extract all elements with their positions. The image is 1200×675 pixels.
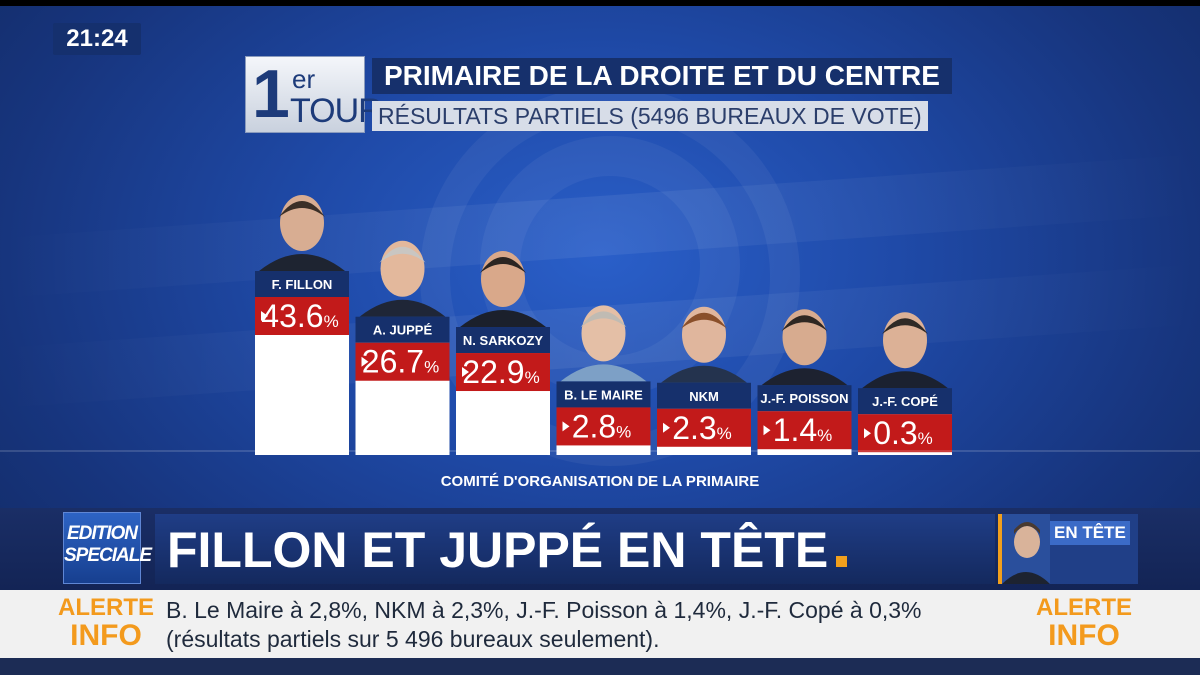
info-word: INFO — [70, 619, 142, 652]
candidate-photo — [460, 251, 546, 328]
alerte-info-left: ALERTE INFO — [58, 594, 154, 652]
clock: 21:24 — [53, 23, 141, 55]
headline-text: FILLON ET JUPPÉ EN TÊTE — [167, 522, 829, 578]
value-label: 26.7% — [362, 344, 439, 380]
candidate-name: NKM — [689, 389, 719, 404]
value-label: 43.6% — [261, 298, 338, 334]
headline-dot-icon — [836, 556, 848, 567]
edition-line2: SPECIALE — [64, 545, 152, 566]
edition-line1: EDITION — [66, 523, 138, 544]
candidate-name: B. LE MAIRE — [564, 387, 643, 402]
chart-subtitle: RÉSULTATS PARTIELS (5496 BUREAUX DE VOTE… — [372, 101, 928, 131]
round-badge: 1 er TOUR — [245, 56, 383, 133]
play-arrow-icon — [763, 425, 771, 436]
bottom-strip — [0, 658, 1200, 675]
headline-box: FILLON ET JUPPÉ EN TÊTE — [155, 514, 995, 584]
candidate-photo — [560, 305, 647, 382]
divider — [0, 450, 1200, 452]
ticker-line2: (résultats partiels sur 5 496 bureaux se… — [166, 626, 660, 652]
en-tete-tag: EN TÊTE — [1050, 521, 1130, 545]
round-superscript: er — [292, 64, 316, 94]
alert-ticker: ALERTE INFO B. Le Maire à 2,8%, NKM à 2,… — [0, 590, 1200, 658]
candidate-name: N. SARKOZY — [463, 333, 544, 348]
alerte-word: ALERTE — [58, 594, 154, 621]
value-box — [355, 342, 450, 381]
value-label: 2.8% — [572, 408, 632, 444]
candidate-photo — [259, 195, 345, 271]
candidate-name: F. FILLON — [272, 277, 333, 292]
value-label: 22.9% — [462, 354, 539, 390]
round-word: TOUR — [290, 92, 383, 130]
candidate-name-box — [657, 382, 751, 409]
play-arrow-icon — [562, 421, 570, 432]
value-box — [255, 297, 349, 335]
ticker-text: B. Le Maire à 2,8%, NKM à 2,3%, J.-F. Po… — [166, 596, 1036, 654]
round-number: 1 — [252, 56, 290, 132]
alerte-word: ALERTE — [1036, 594, 1132, 621]
value-box — [757, 411, 852, 450]
info-word: INFO — [1048, 619, 1120, 652]
candidate-photo — [661, 306, 747, 383]
value-box — [858, 414, 952, 453]
candidate-name: A. JUPPÉ — [373, 323, 433, 338]
value-box — [456, 353, 550, 392]
candidate-photo — [359, 240, 446, 317]
candidate-name: J.-F. POISSON — [760, 391, 848, 406]
play-arrow-icon — [663, 422, 670, 433]
candidate-name: J.-F. COPÉ — [872, 394, 938, 409]
play-arrow-icon — [261, 311, 268, 321]
play-arrow-icon — [462, 367, 469, 378]
source-credit: COMITÉ D'ORGANISATION DE LA PRIMAIRE — [440, 473, 760, 490]
en-tete-box: EN TÊTE — [998, 514, 1138, 584]
candidate-name-box — [556, 381, 651, 408]
value-box — [556, 407, 651, 446]
candidate-photo — [761, 309, 848, 386]
candidate-photo — [862, 312, 948, 389]
value-label: 2.3% — [672, 410, 732, 446]
ticker-line1: B. Le Maire à 2,8%, NKM à 2,3%, J.-F. Po… — [166, 597, 922, 623]
play-arrow-icon — [864, 428, 871, 439]
candidate-name-box — [355, 316, 450, 343]
value-box — [657, 408, 751, 447]
value-label: 1.4% — [773, 412, 833, 448]
candidate-name-box — [456, 327, 550, 354]
candidate-portrait-icon — [1002, 514, 1050, 584]
candidate-name-box — [757, 385, 852, 412]
chart-title: PRIMAIRE DE LA DROITE ET DU CENTRE — [372, 58, 952, 94]
play-arrow-icon — [361, 356, 369, 367]
edition-speciale-badge: EDITION SPECIALE — [63, 512, 152, 584]
alerte-info-right: ALERTE INFO — [1036, 594, 1132, 652]
candidate-name-box — [255, 271, 349, 297]
value-label: 0.3% — [873, 415, 933, 451]
candidate-name-box — [858, 388, 952, 415]
headline: FILLON ET JUPPÉ EN TÊTE — [167, 520, 848, 580]
